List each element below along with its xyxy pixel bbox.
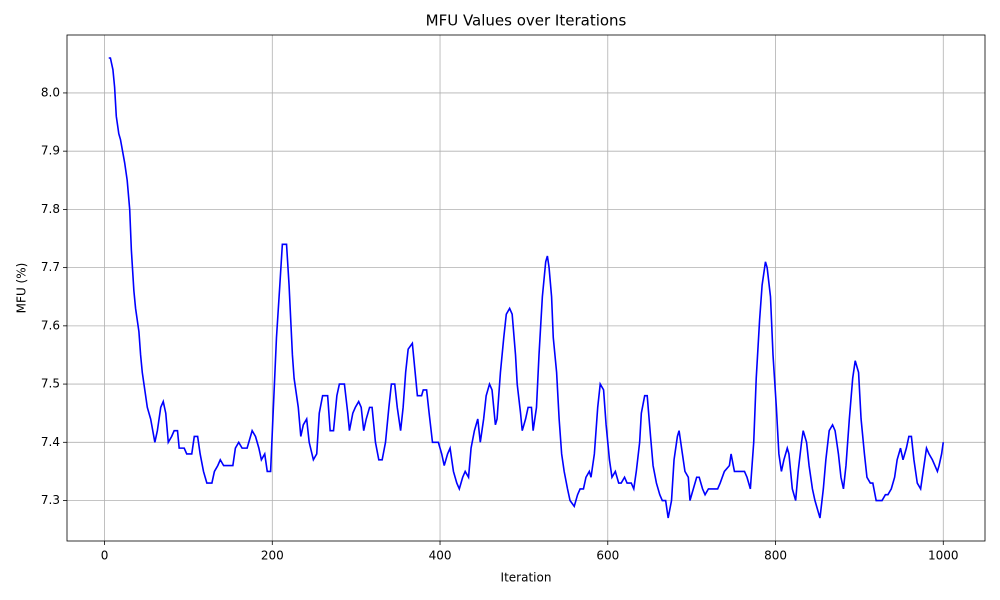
x-tick-label: 800 <box>764 549 787 563</box>
x-tick-label: 200 <box>261 549 284 563</box>
chart-title: MFU Values over Iterations <box>426 12 627 30</box>
y-tick-label: 7.9 <box>41 144 60 158</box>
y-tick-label: 7.8 <box>41 202 60 216</box>
y-axis-label: MFU (%) <box>15 263 29 314</box>
x-tick-label: 400 <box>429 549 452 563</box>
y-tick-label: 7.6 <box>41 318 60 332</box>
x-tick-label: 1000 <box>928 549 959 563</box>
x-axis-label: Iteration <box>501 571 552 585</box>
y-tick-label: 7.4 <box>41 435 60 449</box>
plot-frame <box>66 34 986 542</box>
y-tick-label: 7.3 <box>41 493 60 507</box>
y-tick-label: 7.5 <box>41 377 60 391</box>
y-tick-label: 7.7 <box>41 260 60 274</box>
x-tick-label: 600 <box>596 549 619 563</box>
data-line <box>108 57 945 519</box>
y-tick-label: 8.0 <box>41 85 60 99</box>
x-tick-label: 0 <box>101 549 109 563</box>
